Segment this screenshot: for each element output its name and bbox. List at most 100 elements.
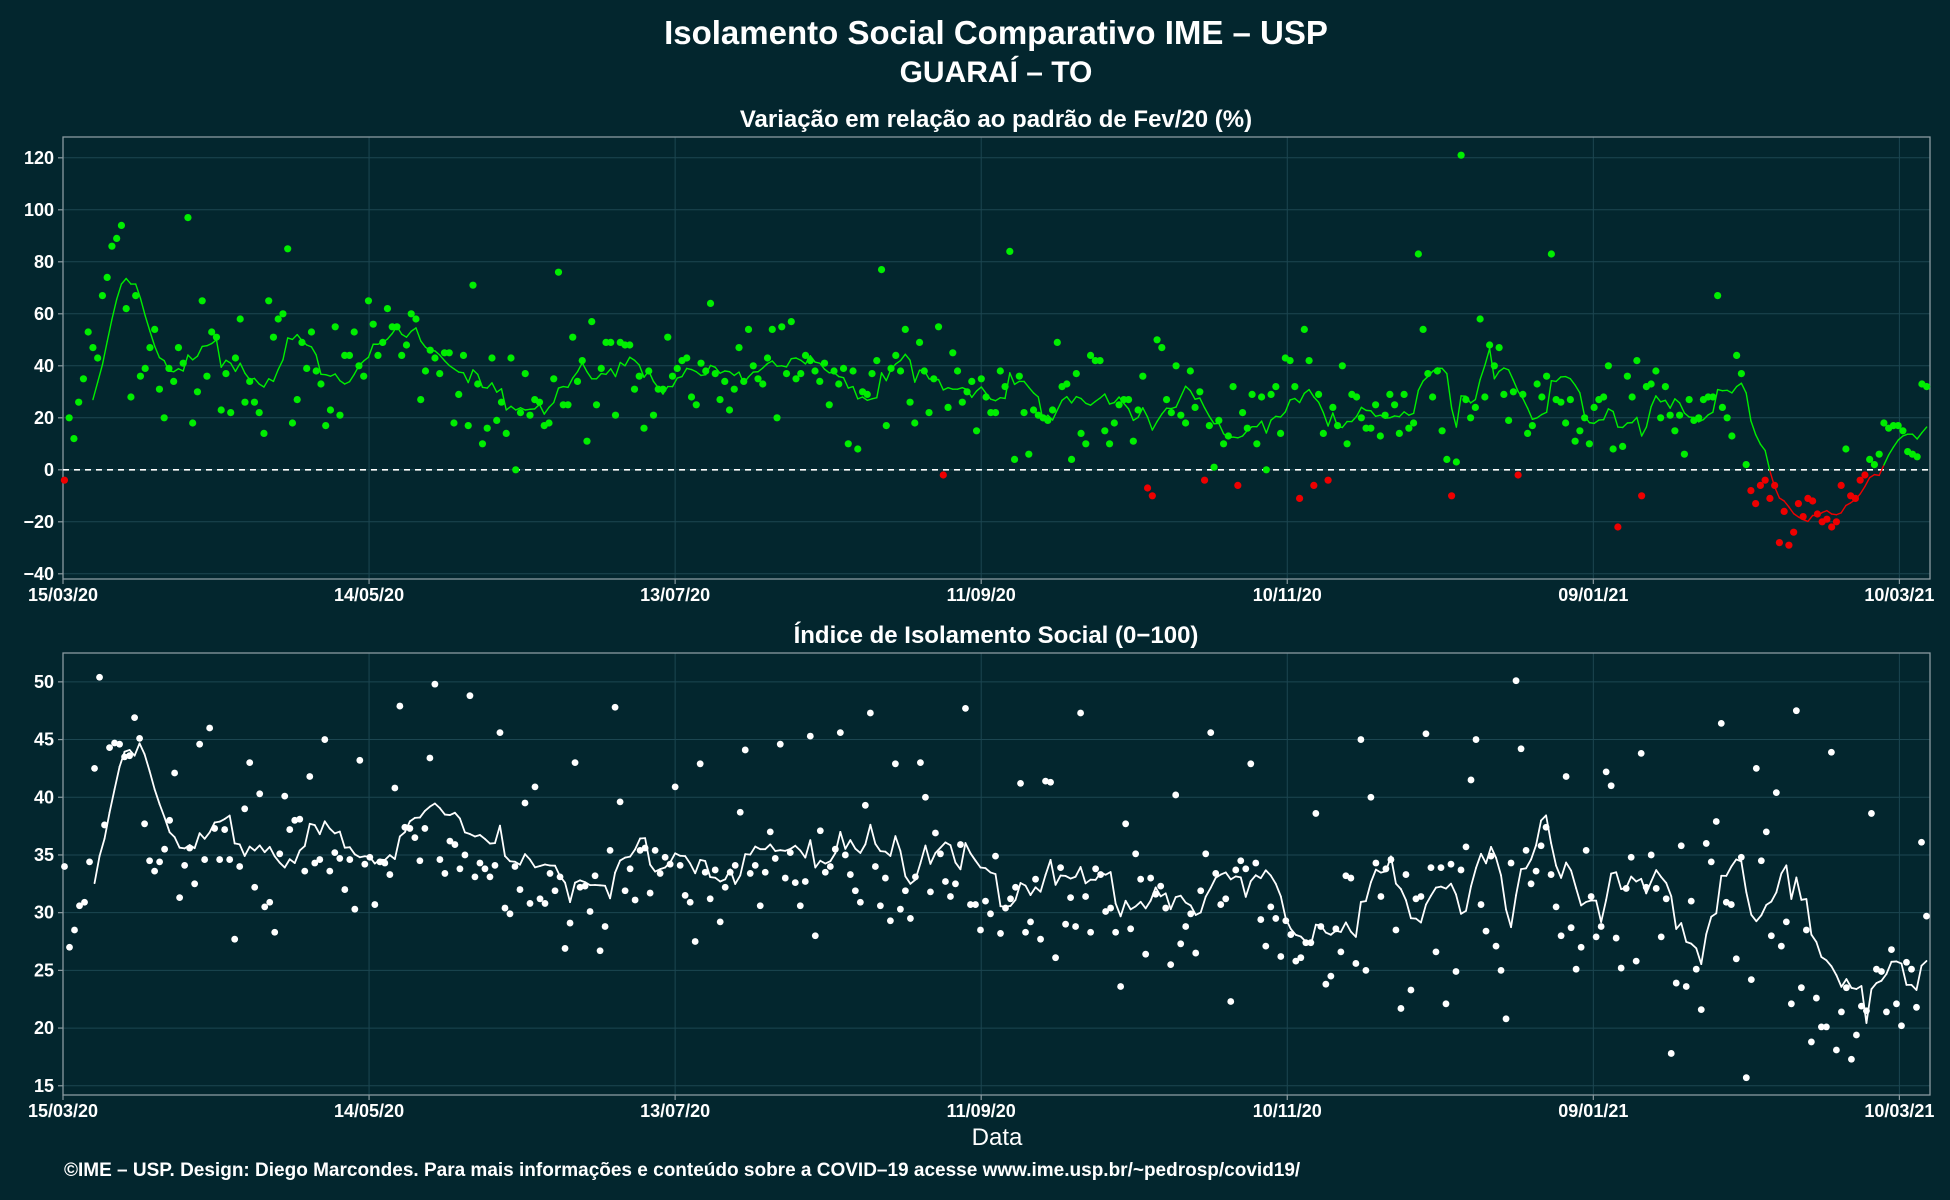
- data-point: [721, 377, 729, 385]
- data-point: [151, 867, 158, 875]
- moving-average-segment: [143, 753, 151, 772]
- moving-average-segment: [1199, 895, 1207, 914]
- data-point: [279, 310, 287, 318]
- moving-average-segment: [1526, 407, 1534, 420]
- data-point: [1772, 789, 1780, 797]
- data-point: [1747, 976, 1755, 983]
- data-point: [131, 714, 138, 722]
- data-point: [65, 414, 73, 422]
- moving-average-segment: [220, 359, 227, 368]
- moving-average-segment: [1636, 416, 1643, 437]
- moving-average-segment: [1189, 389, 1196, 400]
- moving-average-segment: [634, 837, 642, 851]
- data-point: [1247, 760, 1255, 768]
- moving-average-segment: [1154, 886, 1162, 898]
- moving-average-segment: [238, 843, 246, 857]
- moving-average-segment: [1580, 901, 1588, 907]
- data-point: [1899, 427, 1907, 435]
- data-point: [1291, 383, 1299, 391]
- moving-average-segment: [824, 860, 832, 865]
- data-point: [1402, 871, 1410, 878]
- data-point: [488, 354, 496, 362]
- data-point: [98, 292, 107, 300]
- chart-subtitle: GUARAÍ – TO: [900, 55, 1093, 89]
- moving-average-segment: [243, 845, 251, 857]
- data-point: [336, 855, 344, 862]
- data-point: [1657, 414, 1665, 422]
- data-point: [726, 868, 734, 876]
- moving-average-segment: [1740, 382, 1747, 394]
- moving-average-segment: [198, 832, 206, 840]
- data-point: [839, 364, 848, 372]
- moving-average-segment: [728, 371, 735, 377]
- data-point: [1352, 393, 1361, 401]
- data-point: [550, 375, 558, 383]
- moving-average-segment: [234, 362, 241, 373]
- moving-average-segment: [624, 356, 631, 367]
- data-point: [312, 367, 320, 375]
- moving-average-segment: [486, 382, 493, 389]
- moving-average-segment: [1631, 416, 1638, 424]
- data-point: [1552, 903, 1560, 911]
- moving-average-segment: [1113, 396, 1120, 404]
- moving-average-segment: [1412, 389, 1420, 415]
- data-point: [1727, 901, 1735, 908]
- moving-average-segment: [899, 850, 907, 878]
- moving-average-segment: [1507, 369, 1515, 381]
- moving-average-segment: [1364, 881, 1372, 903]
- moving-average-segment: [764, 843, 772, 851]
- moving-average-segment: [1475, 852, 1482, 869]
- data-point: [816, 377, 824, 385]
- moving-average-segment: [857, 396, 864, 400]
- moving-average-segment: [158, 803, 166, 819]
- moving-average-segment: [448, 364, 455, 370]
- data-point: [1302, 939, 1310, 947]
- data-point: [927, 888, 934, 896]
- data-point: [1052, 954, 1059, 962]
- data-point: [920, 367, 928, 375]
- moving-average-segment: [1607, 408, 1614, 413]
- moving-average-segment: [1289, 397, 1296, 401]
- data-point: [1137, 875, 1145, 883]
- moving-average-segment: [1034, 886, 1042, 893]
- data-point: [1082, 893, 1089, 900]
- data-point: [1799, 513, 1807, 521]
- moving-average-segment: [629, 356, 636, 361]
- data-point: [591, 872, 599, 880]
- data-point: [1397, 1005, 1405, 1012]
- data-point: [303, 364, 311, 372]
- moving-average-segment: [1264, 869, 1272, 877]
- data-point: [1462, 843, 1470, 851]
- moving-average-segment: [1864, 476, 1871, 488]
- moving-average-segment: [1536, 413, 1543, 419]
- data-point: [1286, 357, 1294, 365]
- moving-average-segment: [1878, 464, 1885, 477]
- data-point: [1880, 419, 1888, 427]
- data-point: [1067, 455, 1076, 463]
- data-point: [1072, 370, 1080, 378]
- moving-average-segment: [1108, 401, 1116, 405]
- data-point: [1888, 946, 1895, 953]
- moving-average-segment: [1579, 392, 1586, 418]
- moving-average-segment: [1778, 497, 1785, 502]
- data-point: [806, 732, 814, 740]
- data-point: [307, 328, 316, 336]
- moving-average-segment: [1322, 411, 1329, 427]
- data-point: [773, 414, 781, 422]
- data-point: [759, 380, 767, 388]
- moving-average-segment: [158, 356, 165, 362]
- moving-average-segment: [454, 811, 461, 820]
- moving-average-segment: [1422, 375, 1429, 382]
- data-point: [84, 328, 92, 336]
- data-point: [1317, 923, 1325, 930]
- data-point: [1333, 422, 1342, 430]
- moving-average-segment: [1910, 983, 1918, 991]
- data-point: [521, 799, 529, 807]
- data-point: [934, 323, 943, 331]
- moving-average-segment: [459, 817, 466, 834]
- data-point: [1913, 1003, 1920, 1011]
- data-point: [165, 364, 173, 372]
- moving-average-segment: [984, 867, 992, 874]
- data-point: [1182, 923, 1190, 930]
- moving-average-segment: [111, 298, 118, 321]
